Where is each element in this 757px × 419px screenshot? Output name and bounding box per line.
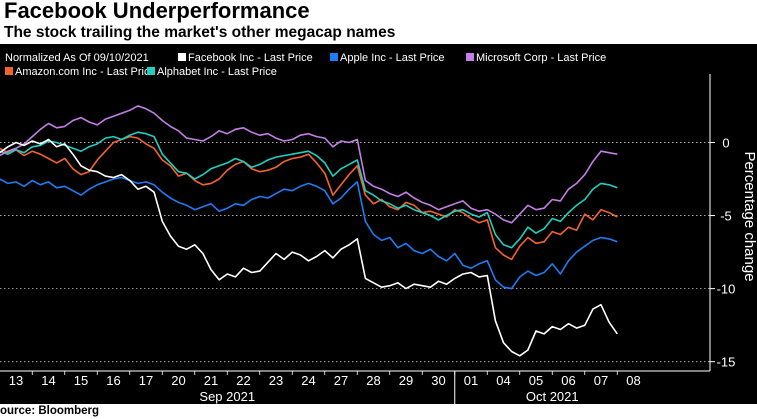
legend-swatch <box>5 67 13 75</box>
axis-layer: 0 -5 -10 -15 13 14 15 16 17 20 21 22 23 24 27 28 29 30 01 0… <box>0 74 735 404</box>
chart-panel: 0 -5 -10 -15 13 14 15 16 17 20 21 22 23 24 27 28 29 30 01 0… <box>0 44 757 404</box>
series-line <box>0 131 618 249</box>
x-tick-label: 04 <box>496 373 510 388</box>
y-tick-label: -15 <box>717 355 736 370</box>
x-tick-label: 01 <box>464 373 478 388</box>
x-tick-label: 15 <box>74 373 88 388</box>
series-line <box>0 138 618 357</box>
x-tick-label: 13 <box>9 373 23 388</box>
y-tick-label: 0 <box>722 135 729 150</box>
x-tick-label: 29 <box>399 373 413 388</box>
legend-swatch <box>147 67 155 75</box>
legend-swatch <box>466 53 474 61</box>
series-layer <box>0 105 618 357</box>
x-tick-label: 24 <box>301 373 315 388</box>
chart-svg: 0 -5 -10 -15 13 14 15 16 17 20 21 22 23 24 27 28 29 30 01 0… <box>0 44 757 404</box>
legend-entry-label: Apple Inc - Last Price <box>340 52 445 64</box>
source-note: ource: Bloomberg <box>0 405 100 417</box>
x-tick-label: 27 <box>334 373 348 388</box>
legend-entry-label: Microsoft Corp - Last Price <box>476 52 606 64</box>
x-month-label: Sep 2021 <box>199 389 255 404</box>
legend-entry-label: Alphabet Inc - Last Price <box>157 66 277 78</box>
x-tick-label: 30 <box>431 373 445 388</box>
x-tick-label: 05 <box>529 373 543 388</box>
x-tick-label: 08 <box>626 373 640 388</box>
legend-entry-label: Amazon.com Inc - Last Price <box>15 66 156 78</box>
y-tick-label: -5 <box>720 209 732 224</box>
legend-swatch <box>330 53 338 61</box>
x-month-label: Oct 2021 <box>526 389 579 404</box>
series-line <box>0 135 618 261</box>
chart-background <box>0 44 757 404</box>
x-tick-label: 07 <box>594 373 608 388</box>
x-tick-label: 20 <box>171 373 185 388</box>
x-tick-label: 23 <box>269 373 283 388</box>
x-tick-label: 21 <box>204 373 218 388</box>
chart-subtitle: The stock trailing the market's other me… <box>4 24 396 41</box>
legend-swatch <box>178 53 186 61</box>
series-line <box>0 105 618 224</box>
y-axis-label: Percentage change <box>741 151 757 281</box>
y-tick-label: -10 <box>717 282 736 297</box>
x-tick-label: 16 <box>106 373 120 388</box>
x-tick-label: 28 <box>366 373 380 388</box>
legend-caption: Normalized As Of 09/10/2021 <box>5 52 149 64</box>
series-line <box>0 176 618 290</box>
x-tick-label: 06 <box>561 373 575 388</box>
x-tick-label: 14 <box>41 373 55 388</box>
chart-title: Facebook Underperformance <box>4 0 310 23</box>
legend-entry-label: Facebook Inc - Last Price <box>188 52 313 64</box>
x-tick-label: 17 <box>139 373 153 388</box>
legend: Normalized As Of 09/10/2021 Facebook Inc… <box>5 52 606 78</box>
x-tick-label: 22 <box>236 373 250 388</box>
